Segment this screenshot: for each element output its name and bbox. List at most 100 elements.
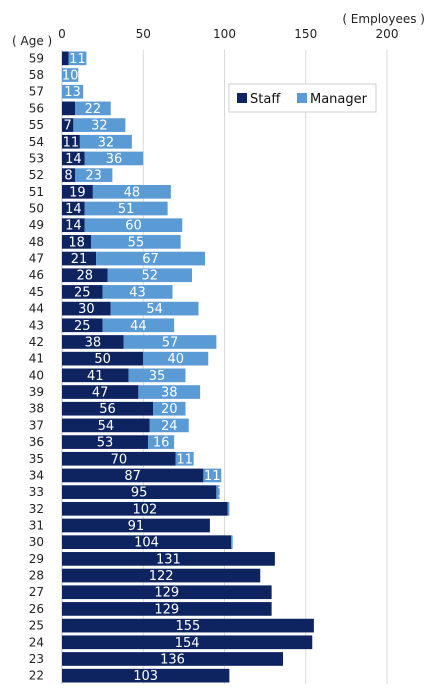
- data-label-manager-age-32: 1: [228, 502, 236, 517]
- data-label-manager-age-59: 11: [69, 52, 86, 67]
- x-axis-ticks: 0 50 100 150 200: [58, 27, 398, 41]
- data-label-manager-age-46: 52: [141, 269, 158, 284]
- bar-staff-age-45: [62, 285, 103, 299]
- data-label-manager-age-49: 60: [125, 219, 142, 234]
- bar-manager-age-49: [84, 218, 183, 233]
- bar-staff-age-53: [62, 151, 85, 166]
- category-label-age-42: 42: [29, 335, 44, 349]
- bar-manager-age-54: [79, 134, 132, 149]
- data-label-manager-age-55: 32: [91, 119, 108, 134]
- data-label-staff-age-40: 41: [87, 369, 104, 384]
- data-label-manager-age-36: 16: [153, 436, 170, 451]
- category-label-age-52: 52: [29, 168, 44, 182]
- data-label-staff-age-35: 70: [111, 452, 128, 467]
- data-label-staff-age-27: 129: [154, 586, 179, 601]
- bar-staff-age-48: [62, 235, 92, 249]
- bar-manager-age-42: [123, 335, 217, 349]
- data-label-staff-age-37: 54: [98, 419, 115, 434]
- category-label-age-34: 34: [29, 468, 44, 482]
- category-label-age-54: 54: [29, 135, 44, 149]
- category-label-age-36: 36: [29, 435, 44, 449]
- data-label-manager-age-40: 35: [149, 369, 166, 384]
- bar-staff-age-49: [62, 218, 85, 233]
- category-label-age-39: 39: [29, 385, 44, 399]
- data-label-manager-age-57: 13: [64, 85, 81, 100]
- category-label-age-25: 25: [29, 619, 44, 633]
- data-label-manager-age-34: 11: [204, 469, 221, 484]
- bar-manager-age-52: [75, 168, 113, 182]
- bar-manager-age-47: [96, 251, 205, 266]
- bar-staff-age-41: [62, 351, 144, 366]
- x-tick-label: 0: [58, 27, 66, 41]
- data-label-staff-age-24: 154: [175, 636, 200, 651]
- data-label-manager-age-47: 67: [142, 252, 159, 267]
- data-label-staff-age-28: 122: [149, 569, 174, 584]
- category-label-age-28: 28: [29, 569, 44, 583]
- bar-manager-age-51: [92, 184, 171, 199]
- category-label-age-51: 51: [29, 185, 44, 199]
- bar-manager-age-35: [175, 451, 194, 466]
- data-label-staff-age-25: 155: [176, 619, 201, 634]
- data-label-staff-age-44: 30: [78, 302, 95, 317]
- category-label-age-48: 48: [29, 235, 44, 249]
- bar-manager-age-59: [68, 51, 87, 66]
- bar-staff-age-35: [62, 451, 176, 466]
- bar-staff-age-33: [62, 485, 217, 499]
- bar-staff-age-47: [62, 251, 97, 266]
- data-label-staff-age-30: 104: [134, 536, 159, 551]
- data-label-manager-age-41: 40: [167, 352, 184, 367]
- bar-staff-age-23: [62, 652, 283, 666]
- x-tick-label: 150: [294, 27, 317, 41]
- data-label-manager-age-58: 10: [62, 69, 79, 84]
- category-label-age-55: 55: [29, 118, 44, 132]
- x-tick-label: 100: [213, 27, 236, 41]
- x-tick-label: 200: [376, 27, 399, 41]
- category-label-age-24: 24: [29, 635, 44, 649]
- bar-staff-age-42: [62, 335, 124, 349]
- data-label-staff-age-29: 131: [156, 552, 181, 567]
- data-label-manager-age-51: 48: [124, 185, 141, 200]
- data-label-manager-age-38: 20: [161, 402, 178, 417]
- bar-staff-age-52: [62, 168, 75, 182]
- bar-staff-age-44: [62, 301, 111, 316]
- data-label-manager-age-37: 24: [161, 419, 178, 434]
- bar-manager-age-32: [227, 501, 230, 516]
- bar-manager-age-33: [216, 485, 220, 499]
- y-axis-categories: 59 58 57 56 55 54 53 52 51 50 49 48 47 46 45 44 43 42 41 40…: [29, 51, 44, 682]
- bars: [62, 51, 314, 683]
- bar-staff-age-26: [62, 602, 272, 616]
- category-label-age-43: 43: [29, 318, 44, 332]
- category-label-age-35: 35: [29, 452, 44, 466]
- bar-staff-age-40: [62, 368, 129, 383]
- bar-staff-age-51: [62, 184, 93, 199]
- data-label-manager-age-44: 54: [146, 302, 163, 317]
- bar-manager-age-41: [143, 351, 209, 366]
- data-label-manager-age-43: 44: [130, 319, 147, 334]
- data-label-staff-age-47: 21: [71, 252, 88, 267]
- legend: Staff Manager: [228, 83, 377, 113]
- category-label-age-29: 29: [29, 552, 44, 566]
- bar-staff-age-31: [62, 518, 210, 533]
- data-label-manager-age-52: 23: [85, 169, 102, 184]
- bar-manager-age-56: [75, 101, 111, 116]
- category-label-age-44: 44: [29, 302, 44, 316]
- category-label-age-58: 58: [29, 68, 44, 82]
- bar-staff-age-55: [62, 118, 74, 132]
- data-label-staff-age-50: 14: [65, 202, 82, 217]
- bar-manager-age-43: [102, 318, 175, 333]
- bar-manager-age-37: [149, 418, 189, 433]
- data-label-staff-age-39: 47: [92, 386, 109, 401]
- data-label-staff-age-52: 8: [64, 169, 72, 184]
- data-label-staff-age-48: 18: [68, 235, 85, 250]
- data-label-manager-age-48: 55: [128, 235, 145, 250]
- data-label-staff-age-45: 25: [74, 285, 91, 300]
- data-label-staff-age-26: 129: [154, 602, 179, 617]
- data-label-manager-age-35: 11: [176, 452, 193, 467]
- category-label-age-47: 47: [29, 252, 44, 266]
- data-label-staff-age-53: 14: [65, 152, 82, 167]
- legend-label-manager: Manager: [310, 92, 368, 107]
- bar-staff-age-27: [62, 585, 272, 600]
- bar-staff-age-36: [62, 435, 149, 449]
- bar-staff-age-38: [62, 401, 153, 416]
